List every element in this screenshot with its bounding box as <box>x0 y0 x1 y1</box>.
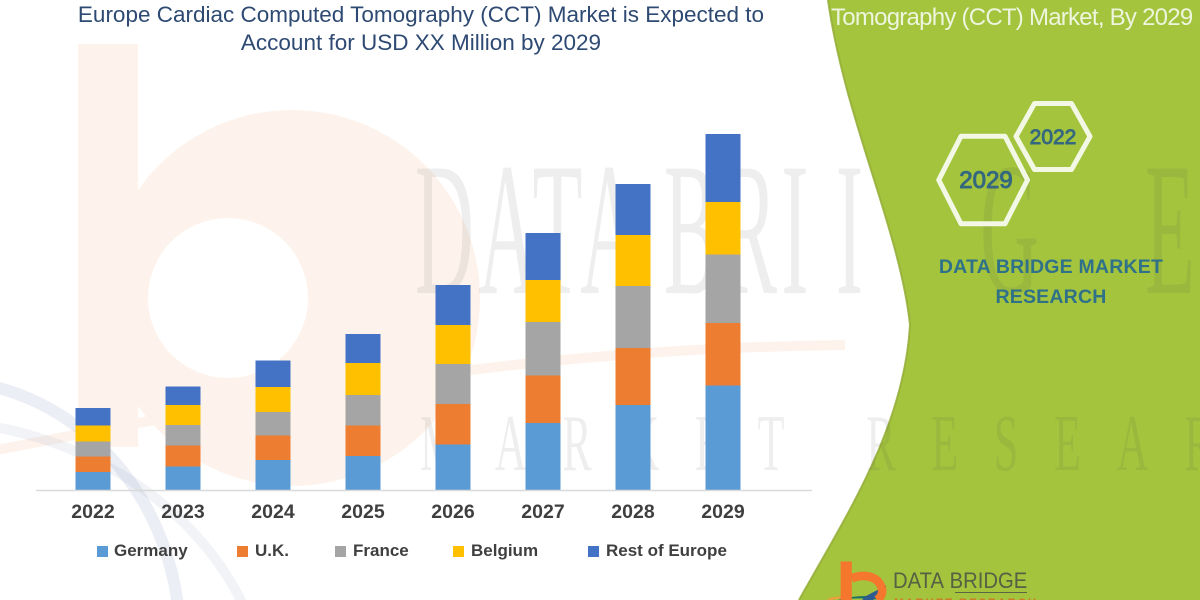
svg-text:E: E <box>1145 124 1195 334</box>
svg-text:DATA BRI: DATA BRI <box>415 124 813 334</box>
svg-text:I: I <box>836 124 863 334</box>
svg-text:2022: 2022 <box>1030 126 1077 149</box>
svg-text:2029: 2029 <box>959 167 1012 194</box>
